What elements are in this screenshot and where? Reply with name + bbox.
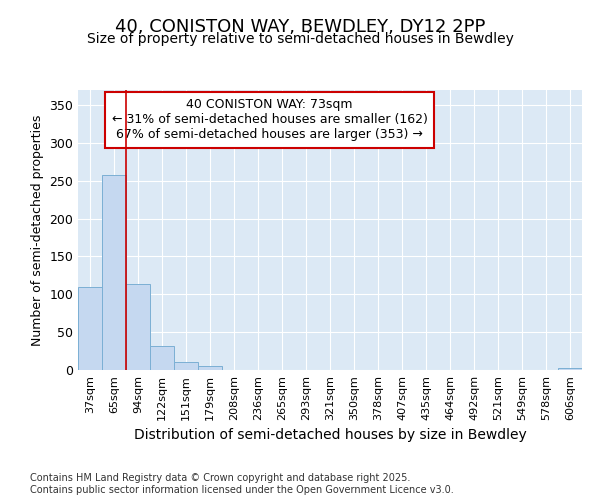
Text: 40, CONISTON WAY, BEWDLEY, DY12 2PP: 40, CONISTON WAY, BEWDLEY, DY12 2PP bbox=[115, 18, 485, 36]
X-axis label: Distribution of semi-detached houses by size in Bewdley: Distribution of semi-detached houses by … bbox=[134, 428, 526, 442]
Text: 40 CONISTON WAY: 73sqm
← 31% of semi-detached houses are smaller (162)
67% of se: 40 CONISTON WAY: 73sqm ← 31% of semi-det… bbox=[112, 98, 427, 142]
Bar bbox=[558, 368, 582, 370]
Bar bbox=[102, 175, 126, 370]
Bar bbox=[150, 346, 174, 370]
Bar bbox=[174, 362, 198, 370]
Text: Size of property relative to semi-detached houses in Bewdley: Size of property relative to semi-detach… bbox=[86, 32, 514, 46]
Text: Contains HM Land Registry data © Crown copyright and database right 2025.
Contai: Contains HM Land Registry data © Crown c… bbox=[30, 474, 454, 495]
Y-axis label: Number of semi-detached properties: Number of semi-detached properties bbox=[31, 114, 44, 346]
Bar bbox=[78, 287, 102, 370]
Bar bbox=[126, 284, 150, 370]
Bar bbox=[198, 366, 222, 370]
